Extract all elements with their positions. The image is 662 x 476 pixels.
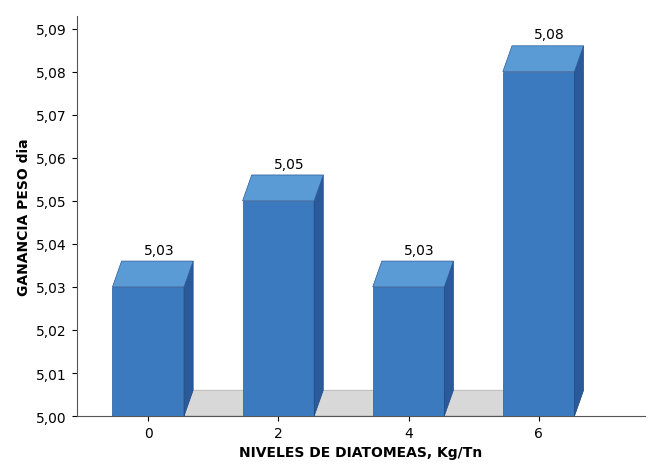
Polygon shape: [242, 176, 323, 201]
Polygon shape: [314, 176, 323, 416]
Polygon shape: [373, 288, 444, 416]
Polygon shape: [373, 261, 453, 288]
Polygon shape: [444, 261, 453, 416]
Polygon shape: [184, 261, 193, 416]
Text: 5,03: 5,03: [144, 243, 175, 257]
Polygon shape: [113, 390, 583, 416]
Polygon shape: [503, 72, 575, 416]
Text: 5,03: 5,03: [404, 243, 435, 257]
X-axis label: NIVELES DE DIATOMEAS, Kg/Tn: NIVELES DE DIATOMEAS, Kg/Tn: [240, 446, 483, 459]
Polygon shape: [503, 47, 583, 72]
Text: 5,05: 5,05: [274, 158, 305, 171]
Polygon shape: [113, 288, 184, 416]
Y-axis label: GANANCIA PESO dia: GANANCIA PESO dia: [17, 138, 30, 295]
Polygon shape: [242, 201, 314, 416]
Polygon shape: [575, 47, 583, 416]
Text: 5,08: 5,08: [534, 29, 565, 42]
Polygon shape: [113, 261, 193, 288]
